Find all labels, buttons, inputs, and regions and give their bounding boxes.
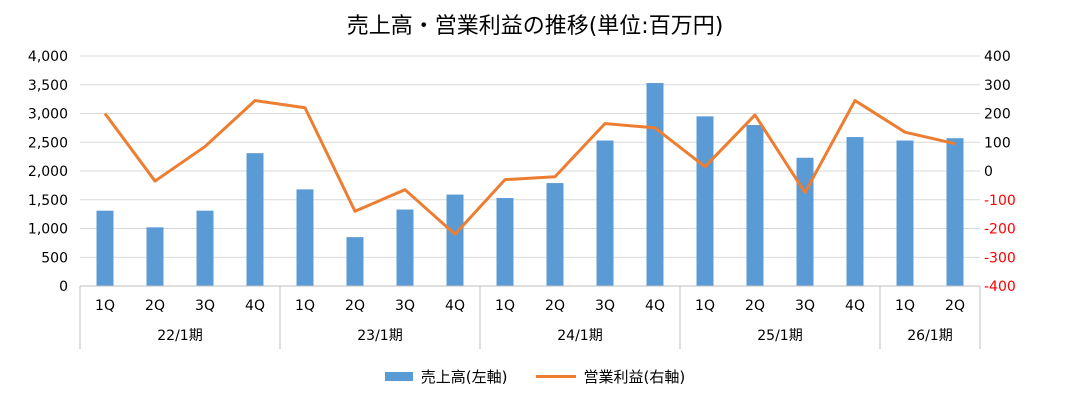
sales-bar — [146, 227, 164, 286]
legend-label-operating-profit: 営業利益(右軸) — [583, 368, 686, 386]
legend: 売上高(左軸) 営業利益(右軸) — [0, 366, 1070, 387]
y-left-tick-label: 0 — [59, 279, 68, 295]
legend-bar-swatch — [384, 372, 413, 381]
legend-line-swatch — [535, 375, 576, 378]
x-tick-label: 1Q — [895, 298, 915, 314]
sales-bar — [496, 198, 514, 286]
legend-item-operating-profit: 営業利益(右軸) — [535, 366, 686, 387]
y-right-tick-label: -200 — [984, 222, 1016, 238]
x-tick-label: 1Q — [295, 298, 315, 314]
y-right-tick-label: -400 — [984, 279, 1016, 295]
y-right-tick-label: -100 — [984, 193, 1016, 209]
chart-title: 売上高・営業利益の推移(単位:百万円) — [346, 14, 724, 39]
sales-bar — [846, 137, 864, 286]
sales-bar — [646, 83, 664, 287]
x-tick-label: 3Q — [395, 298, 415, 314]
sales-bar — [346, 237, 364, 286]
sales-bar — [546, 183, 564, 286]
sales-bar — [946, 138, 964, 286]
x-tick-label: 1Q — [95, 298, 115, 314]
line-series — [103, 99, 956, 236]
y-left-tick-label: 2,000 — [28, 164, 68, 180]
x-tick-label: 3Q — [595, 298, 615, 314]
x-tick-label: 2Q — [545, 298, 565, 314]
axes: 0 500 1,000 1,500 2,000 2,500 3,000 3,500 4,000 -… — [28, 49, 1016, 349]
sales-bar — [746, 125, 764, 286]
sales-bar — [296, 189, 314, 286]
x-tick-label: 4Q — [445, 298, 465, 314]
group-label: 22/1期 — [157, 328, 202, 344]
x-tick-label: 2Q — [945, 298, 965, 314]
y-left-tick-label: 1,000 — [28, 222, 68, 238]
group-label: 23/1期 — [357, 328, 402, 344]
legend-label-sales: 売上高(左軸) — [420, 368, 508, 386]
x-tick-label: 2Q — [745, 298, 765, 314]
y-left-tick-label: 4,000 — [28, 49, 68, 65]
y-left-tick-label: 3,500 — [28, 78, 68, 94]
x-tick-label: 1Q — [495, 298, 515, 314]
y-left-tick-label: 500 — [41, 250, 68, 266]
group-label: 24/1期 — [557, 328, 602, 344]
y-right-tick-label: 200 — [984, 107, 1011, 123]
x-tick-label: 4Q — [245, 298, 265, 314]
sales-bar — [246, 153, 264, 286]
operating-profit-line — [103, 99, 956, 236]
y-left-tick-label: 2,500 — [28, 135, 68, 151]
x-tick-label: 2Q — [145, 298, 165, 314]
y-right-tick-label: -300 — [984, 250, 1016, 266]
y-left-tick-label: 3,000 — [28, 107, 68, 123]
sales-bar — [696, 116, 714, 286]
y-right-tick-label: 300 — [984, 78, 1011, 94]
x-tick-label: 2Q — [345, 298, 365, 314]
sales-bar — [796, 157, 814, 286]
sales-bar — [196, 210, 214, 286]
group-label: 26/1期 — [907, 328, 952, 344]
gridlines — [80, 55, 980, 258]
sales-bar — [446, 194, 464, 286]
sales-bar — [96, 210, 114, 286]
sales-bar — [396, 209, 414, 286]
x-tick-label: 1Q — [695, 298, 715, 314]
y-right-tick-label: 100 — [984, 135, 1011, 151]
y-right-tick-label: 400 — [984, 49, 1011, 65]
x-tick-label: 4Q — [845, 298, 865, 314]
x-tick-label: 4Q — [645, 298, 665, 314]
sales-bar — [896, 140, 914, 286]
x-tick-label: 3Q — [195, 298, 215, 314]
bar-series — [96, 83, 964, 287]
chart-area: 0 500 1,000 1,500 2,000 2,500 3,000 3,500 4,000 -… — [28, 49, 1016, 349]
sales-bar — [596, 140, 614, 286]
y-right-tick-label: 0 — [984, 164, 993, 180]
x-tick-label: 3Q — [795, 298, 815, 314]
group-label: 25/1期 — [757, 328, 802, 344]
y-left-tick-label: 1,500 — [28, 193, 68, 209]
legend-item-sales: 売上高(左軸) — [384, 366, 508, 387]
